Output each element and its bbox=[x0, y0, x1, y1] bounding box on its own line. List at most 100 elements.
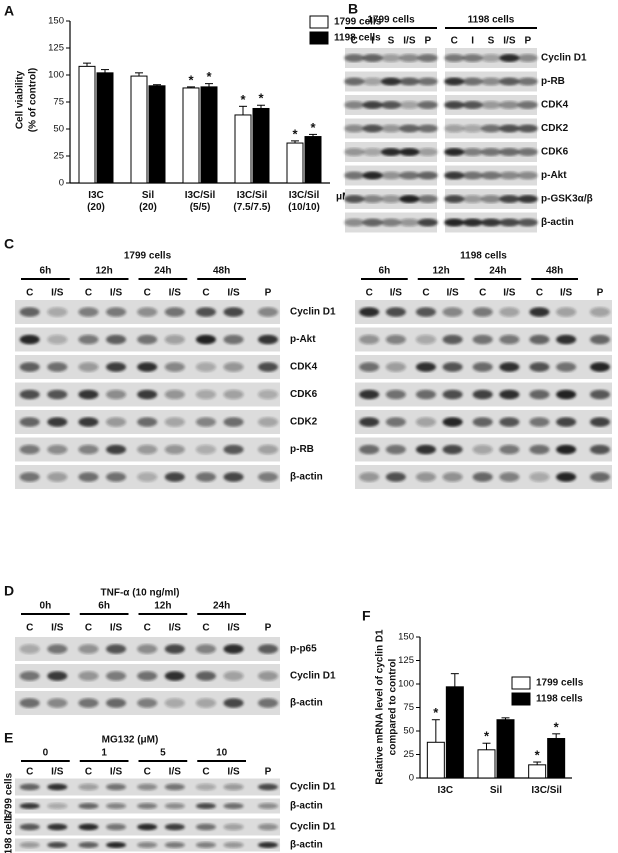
band bbox=[78, 783, 99, 791]
lane-label: I/S bbox=[51, 623, 64, 634]
band bbox=[442, 417, 463, 427]
text-line: Sil bbox=[142, 190, 154, 201]
band bbox=[590, 472, 610, 482]
bands bbox=[19, 307, 278, 317]
band bbox=[344, 54, 365, 62]
row-label: p-GSK3α/β bbox=[541, 194, 593, 205]
band bbox=[19, 644, 40, 654]
row-label: CDK2 bbox=[290, 417, 318, 428]
lane-label: I/S bbox=[503, 36, 516, 47]
band bbox=[137, 803, 158, 809]
band bbox=[258, 803, 278, 809]
band bbox=[359, 362, 380, 372]
bar bbox=[528, 764, 547, 779]
band bbox=[258, 472, 278, 482]
blot-title: TNF-α (10 ng/ml) bbox=[101, 588, 180, 599]
bands bbox=[19, 334, 278, 345]
band bbox=[164, 307, 185, 317]
band bbox=[19, 823, 40, 831]
bands bbox=[344, 124, 438, 133]
band bbox=[362, 124, 383, 133]
band bbox=[19, 307, 40, 317]
band bbox=[137, 783, 158, 791]
band bbox=[47, 783, 68, 791]
band bbox=[481, 218, 501, 227]
text-line: I3C/Sil bbox=[185, 190, 216, 201]
lane-label: C bbox=[202, 288, 209, 299]
band bbox=[556, 417, 577, 427]
band bbox=[19, 472, 40, 482]
band bbox=[381, 171, 401, 180]
group-label: 1799 cells bbox=[4, 772, 15, 820]
band bbox=[381, 148, 401, 156]
band bbox=[137, 307, 158, 317]
panel-letter: E bbox=[4, 730, 13, 746]
band bbox=[417, 195, 438, 203]
legend-swatch bbox=[511, 676, 531, 690]
band bbox=[499, 218, 520, 227]
band bbox=[47, 417, 68, 427]
band bbox=[385, 334, 406, 345]
band bbox=[223, 362, 244, 372]
row-label: Cyclin D1 bbox=[290, 822, 336, 833]
band bbox=[78, 444, 99, 455]
lane-label: C bbox=[366, 288, 373, 299]
bands bbox=[19, 698, 278, 708]
band bbox=[258, 362, 278, 372]
lane-label: C bbox=[536, 288, 543, 299]
row-label: Cyclin D1 bbox=[541, 53, 587, 64]
band bbox=[47, 389, 68, 400]
band bbox=[164, 783, 185, 791]
band bbox=[223, 389, 244, 400]
panel-letter: A bbox=[4, 3, 14, 19]
band bbox=[78, 803, 99, 809]
bar bbox=[304, 136, 322, 184]
band bbox=[344, 124, 365, 133]
y-tick-label: 125 bbox=[48, 43, 64, 54]
band bbox=[417, 54, 438, 62]
band bbox=[472, 389, 493, 400]
bar bbox=[426, 741, 445, 779]
group-label: 1198 cells bbox=[468, 15, 515, 26]
x-tick-label: I3C/Sil (10/10) bbox=[288, 190, 320, 213]
lane-label: C bbox=[202, 623, 209, 634]
band bbox=[415, 389, 436, 400]
x-tick-label: I3C/Sil (7.5/7.5) bbox=[233, 190, 270, 213]
band bbox=[590, 362, 610, 372]
legend-label: 1799 cells bbox=[334, 17, 382, 28]
time-label: 5 bbox=[160, 748, 166, 759]
band bbox=[223, 307, 244, 317]
band bbox=[47, 307, 68, 317]
band bbox=[19, 444, 40, 455]
y-axis-label: Relative mRNA level of cyclin D1 bbox=[375, 629, 386, 785]
lane-label: P bbox=[265, 288, 272, 299]
text-line: I3C/Sil bbox=[531, 785, 562, 796]
band bbox=[517, 218, 538, 227]
time-label: 1 bbox=[101, 748, 107, 759]
band bbox=[195, 307, 216, 317]
band bbox=[417, 218, 438, 227]
band bbox=[47, 444, 68, 455]
band bbox=[19, 842, 40, 848]
band bbox=[462, 124, 483, 133]
band bbox=[415, 417, 436, 427]
group-label: 1799 cells bbox=[367, 15, 415, 26]
blot-title: MG132 (μM) bbox=[102, 735, 159, 746]
band bbox=[258, 644, 278, 654]
lane-label: I/S bbox=[51, 767, 64, 778]
band bbox=[517, 148, 538, 156]
bands bbox=[19, 444, 278, 455]
band bbox=[137, 444, 158, 455]
band bbox=[137, 362, 158, 372]
band bbox=[195, 472, 216, 482]
y-tick-label: 75 bbox=[403, 702, 414, 713]
band bbox=[164, 417, 185, 427]
unit-label: μM bbox=[336, 192, 350, 203]
band bbox=[19, 671, 40, 681]
band bbox=[19, 362, 40, 372]
band bbox=[78, 362, 99, 372]
bands bbox=[444, 148, 538, 156]
band bbox=[442, 444, 463, 455]
significance: * bbox=[258, 91, 264, 106]
band bbox=[258, 307, 278, 317]
